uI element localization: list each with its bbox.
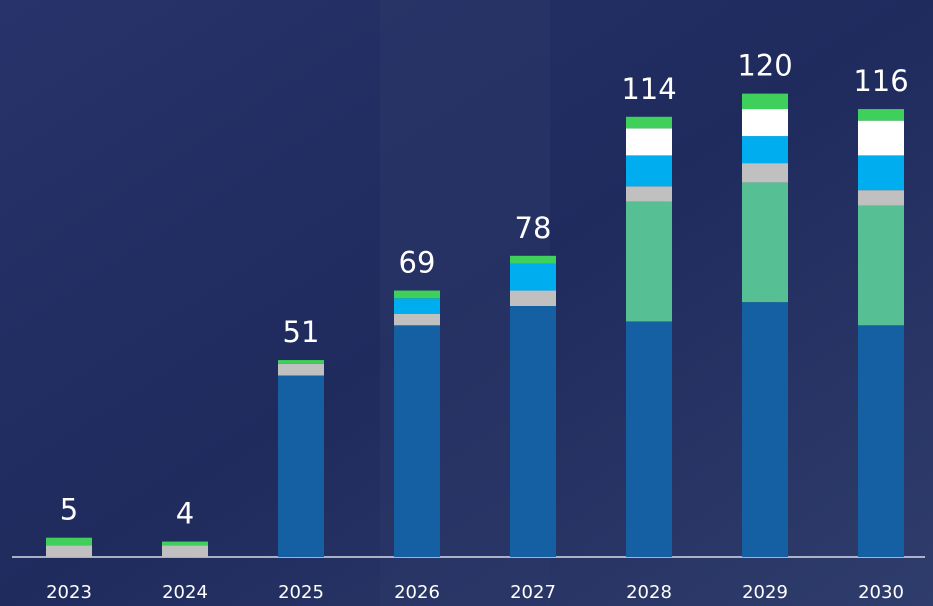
bar-segment xyxy=(626,321,672,557)
total-label: 78 xyxy=(515,211,552,245)
bar-segment xyxy=(510,256,556,264)
bar-segment xyxy=(162,545,208,557)
bar-segment xyxy=(46,538,92,546)
total-label: 120 xyxy=(737,49,792,83)
bar-segment xyxy=(742,163,788,182)
bar-segment xyxy=(394,314,440,326)
bar-segment xyxy=(858,121,904,156)
x-tick-label: 2030 xyxy=(858,582,904,603)
x-tick-label: 2023 xyxy=(46,582,92,603)
total-label: 51 xyxy=(283,315,320,349)
total-label: 116 xyxy=(853,64,908,98)
x-tick-label: 2026 xyxy=(394,582,440,603)
bar-segment xyxy=(858,206,904,326)
bar-segment xyxy=(626,155,672,186)
bar-segment xyxy=(394,298,440,313)
bar-segment xyxy=(742,109,788,136)
bar-segment xyxy=(510,291,556,306)
bar-segment xyxy=(278,364,324,376)
bar-segment xyxy=(278,360,324,364)
bar-segment xyxy=(858,190,904,205)
total-label: 4 xyxy=(176,497,194,531)
total-label: 5 xyxy=(60,493,78,527)
bar-segment xyxy=(626,186,672,201)
bar-segment xyxy=(626,202,672,322)
chart: 5 2023 4 2024 51 2025 69 2026 78 2027 114 2028 120 20… xyxy=(0,0,933,606)
total-label: 69 xyxy=(399,246,436,280)
bar-segment xyxy=(510,264,556,291)
x-tick-label: 2029 xyxy=(742,582,788,603)
bar-segment xyxy=(858,109,904,121)
bar-segment xyxy=(858,155,904,190)
x-tick-label: 2025 xyxy=(278,582,324,603)
x-tick-label: 2028 xyxy=(626,582,672,603)
bar-segment xyxy=(278,376,324,557)
bar-segment xyxy=(510,306,556,557)
x-tick-label: 2024 xyxy=(162,582,208,603)
bar-segment xyxy=(742,136,788,163)
bar-segment xyxy=(626,117,672,129)
bar-segment xyxy=(742,182,788,302)
bar-segment xyxy=(742,302,788,557)
bar-segment xyxy=(858,325,904,557)
bar-segment xyxy=(626,128,672,155)
x-tick-label: 2027 xyxy=(510,582,556,603)
bar-segment xyxy=(162,542,208,546)
bar-segment xyxy=(394,291,440,299)
bar-segment xyxy=(394,325,440,557)
page: 5 2023 4 2024 51 2025 69 2026 78 2027 114 2028 120 20… xyxy=(0,0,933,606)
bar-segment xyxy=(46,545,92,557)
total-label: 114 xyxy=(621,72,676,106)
bar-segment xyxy=(742,94,788,109)
